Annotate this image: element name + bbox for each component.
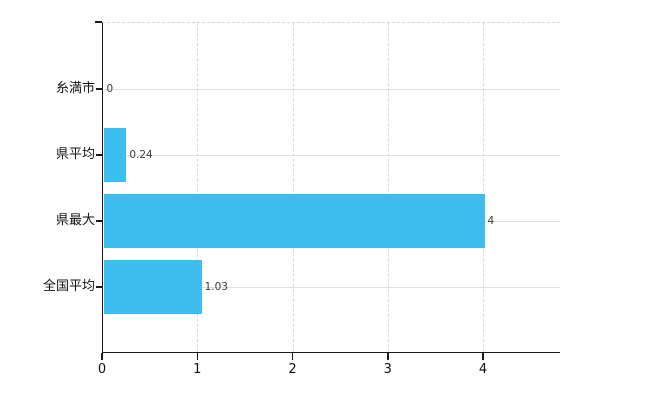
y-axis-tick	[95, 154, 102, 156]
bar-value-label: 0.24	[129, 148, 153, 161]
x-axis-tick-label: 2	[288, 362, 297, 377]
x-axis-tick	[101, 353, 103, 360]
x-axis-tick	[196, 353, 198, 360]
vertical-gridline	[387, 23, 389, 352]
bar[interactable]	[103, 260, 202, 314]
horizontal-gridline	[103, 88, 560, 90]
horizontal-gridline	[103, 286, 560, 288]
bar-value-label: 4	[487, 214, 495, 227]
y-axis-tick	[95, 286, 102, 288]
x-axis-tick	[387, 353, 389, 360]
x-axis-tick-label: 0	[97, 362, 107, 377]
vertical-gridline	[197, 23, 199, 352]
x-axis-tick	[291, 353, 294, 360]
category-label: 全国平均	[42, 279, 95, 294]
bar[interactable]	[103, 194, 485, 248]
y-axis-top-tick	[95, 21, 102, 23]
y-axis-tick	[95, 220, 102, 222]
category-label: 県最大	[55, 213, 95, 228]
x-axis-tick-label: 4	[478, 362, 488, 377]
bar[interactable]	[103, 128, 127, 182]
bar-value-label: 0	[106, 82, 114, 95]
y-axis-tick	[95, 88, 102, 90]
vertical-gridline	[483, 23, 484, 352]
x-axis-tick	[482, 353, 484, 360]
category-label: 県平均	[55, 147, 95, 162]
horizontal-gridline	[103, 154, 560, 156]
x-axis-tick-label: 1	[193, 362, 202, 377]
category-label: 糸満市	[55, 81, 95, 96]
vertical-gridline	[292, 23, 294, 352]
plot-area	[102, 22, 560, 353]
x-axis-tick-label: 3	[383, 362, 392, 377]
bar-value-label: 1.03	[204, 280, 228, 293]
